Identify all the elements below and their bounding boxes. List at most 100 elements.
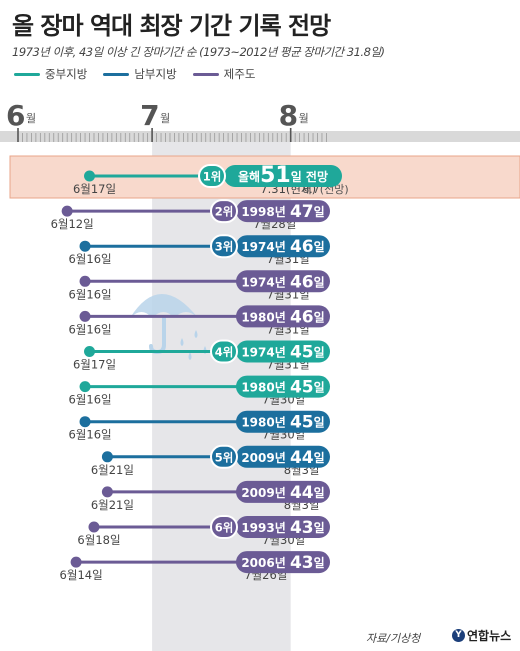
row-label-days: 46 [290, 237, 314, 257]
label-pill [236, 375, 330, 398]
label-pill [236, 270, 330, 293]
label-pill [236, 340, 330, 363]
raindrop-icon [194, 330, 198, 338]
page-title: 올 장마 역대 최장 기간 기록 전망 [12, 12, 331, 40]
timeline-ruler [0, 131, 520, 142]
row-label: 1980년 46일 [241, 307, 324, 327]
row-label-days: 51 [260, 163, 291, 188]
start-date-label: 6월21일 [91, 463, 134, 477]
row-label-suffix: 일 전망 [291, 169, 328, 184]
range-start-point [79, 275, 91, 287]
label-pill [236, 480, 330, 503]
start-date-label: 6월17일 [73, 358, 116, 372]
rank-badge [210, 515, 238, 539]
row-label: 올해51일 전망 [238, 163, 328, 188]
rank-badge [210, 444, 238, 469]
rank-badge [210, 199, 238, 224]
label-pill [224, 165, 342, 187]
range-start-point [79, 381, 91, 393]
row-label: 1980년 45일 [241, 413, 324, 433]
label-pill [236, 235, 330, 258]
row-label-suffix: 일 [314, 556, 325, 570]
row-label-suffix: 일 [314, 416, 325, 430]
rank-badge [210, 339, 238, 364]
range-start-point [88, 521, 100, 533]
logo-text: 연합뉴스 [467, 629, 512, 643]
range-start-point [84, 346, 96, 357]
row-label-prefix: 올해 [238, 170, 260, 184]
rank-label: 4위 [215, 345, 234, 359]
start-date-label: 6월16일 [68, 428, 111, 442]
row-label: 1993년 43일 [241, 518, 324, 538]
rank-label: 3위 [215, 240, 234, 254]
row-label-prefix: 2006년 [241, 556, 290, 570]
row-label-days: 46 [290, 272, 314, 292]
legend-label-southern: 남부지방 [134, 67, 177, 81]
row-label: 1998년 47일 [241, 202, 324, 222]
range-start-point [101, 451, 113, 463]
umbrella-icon [130, 294, 198, 318]
legend-item-central: 중부지방 [14, 66, 87, 82]
label-pill [236, 445, 330, 468]
row-label: 1974년 45일 [241, 343, 324, 363]
row-label-prefix: 1993년 [241, 521, 290, 535]
row-label: 2009년 44일 [241, 483, 324, 503]
row-label: 1980년 45일 [241, 378, 324, 398]
raindrop-icon [180, 338, 184, 346]
rank-label: 1위 [203, 170, 222, 184]
range-start-point [79, 310, 91, 322]
row-label-suffix: 일 [314, 346, 325, 360]
range-start-point [101, 486, 113, 498]
rank-badge [210, 234, 238, 259]
start-date-label: 6월12일 [51, 217, 94, 231]
rank-badge [198, 164, 226, 188]
row-label-suffix: 일 [314, 205, 325, 219]
row-label-suffix: 일 [314, 275, 325, 289]
start-date-label: 6월16일 [68, 287, 111, 301]
row-label-days: 43 [290, 553, 314, 573]
row-label-suffix: 일 [314, 521, 325, 535]
row-label-prefix: 1980년 [241, 381, 290, 395]
rank-label: 5위 [215, 450, 234, 464]
row-label-days: 44 [290, 483, 314, 503]
legend: 중부지방 남부지방 제주도 [14, 66, 255, 82]
row-label: 1974년 46일 [241, 237, 324, 257]
label-pill [236, 305, 330, 328]
label-pill [236, 410, 330, 433]
start-date-label: 6월16일 [68, 393, 111, 407]
row-label-prefix: 1974년 [241, 275, 290, 289]
range-start-point [84, 170, 96, 182]
row-label-days: 45 [290, 378, 314, 398]
start-date-label: 6월14일 [60, 568, 103, 582]
row-label-days: 44 [290, 448, 314, 468]
start-date-label: 6월18일 [77, 533, 120, 547]
logo-icon: Y [452, 629, 465, 642]
rank-label: 2위 [215, 205, 234, 219]
source-credit: 자료/기상청 [366, 632, 421, 645]
row-label-prefix: 1974년 [241, 240, 290, 254]
range-start-point [79, 240, 91, 252]
row-label-suffix: 일 [314, 310, 325, 324]
row-label-suffix: 일 [314, 451, 325, 465]
row-label-suffix: 일 [314, 240, 325, 254]
row-label: 2009년 44일 [241, 448, 324, 468]
row-label-days: 46 [290, 307, 314, 327]
legend-label-central: 중부지방 [45, 67, 88, 81]
legend-item-jeju: 제주도 [192, 66, 255, 82]
row-label-prefix: 1980년 [241, 310, 290, 324]
label-pill [236, 516, 330, 538]
row-label-prefix: 1980년 [241, 416, 290, 430]
row-label-suffix: 일 [314, 381, 325, 395]
month-number: 8 [279, 99, 298, 132]
row-label-prefix: 2009년 [241, 486, 290, 500]
range-start-point [79, 416, 91, 428]
month-number: 6 [6, 99, 25, 132]
label-pill [236, 200, 330, 223]
row-label-days: 43 [290, 518, 314, 538]
row-label-prefix: 1974년 [241, 346, 290, 360]
range-start-point [61, 205, 73, 217]
row-label-days: 47 [290, 202, 314, 222]
page-subtitle: 1973년 이후, 43일 이상 긴 장마기간 순 (1973~2012년 평균… [12, 45, 385, 59]
month-number: 7 [140, 99, 159, 132]
